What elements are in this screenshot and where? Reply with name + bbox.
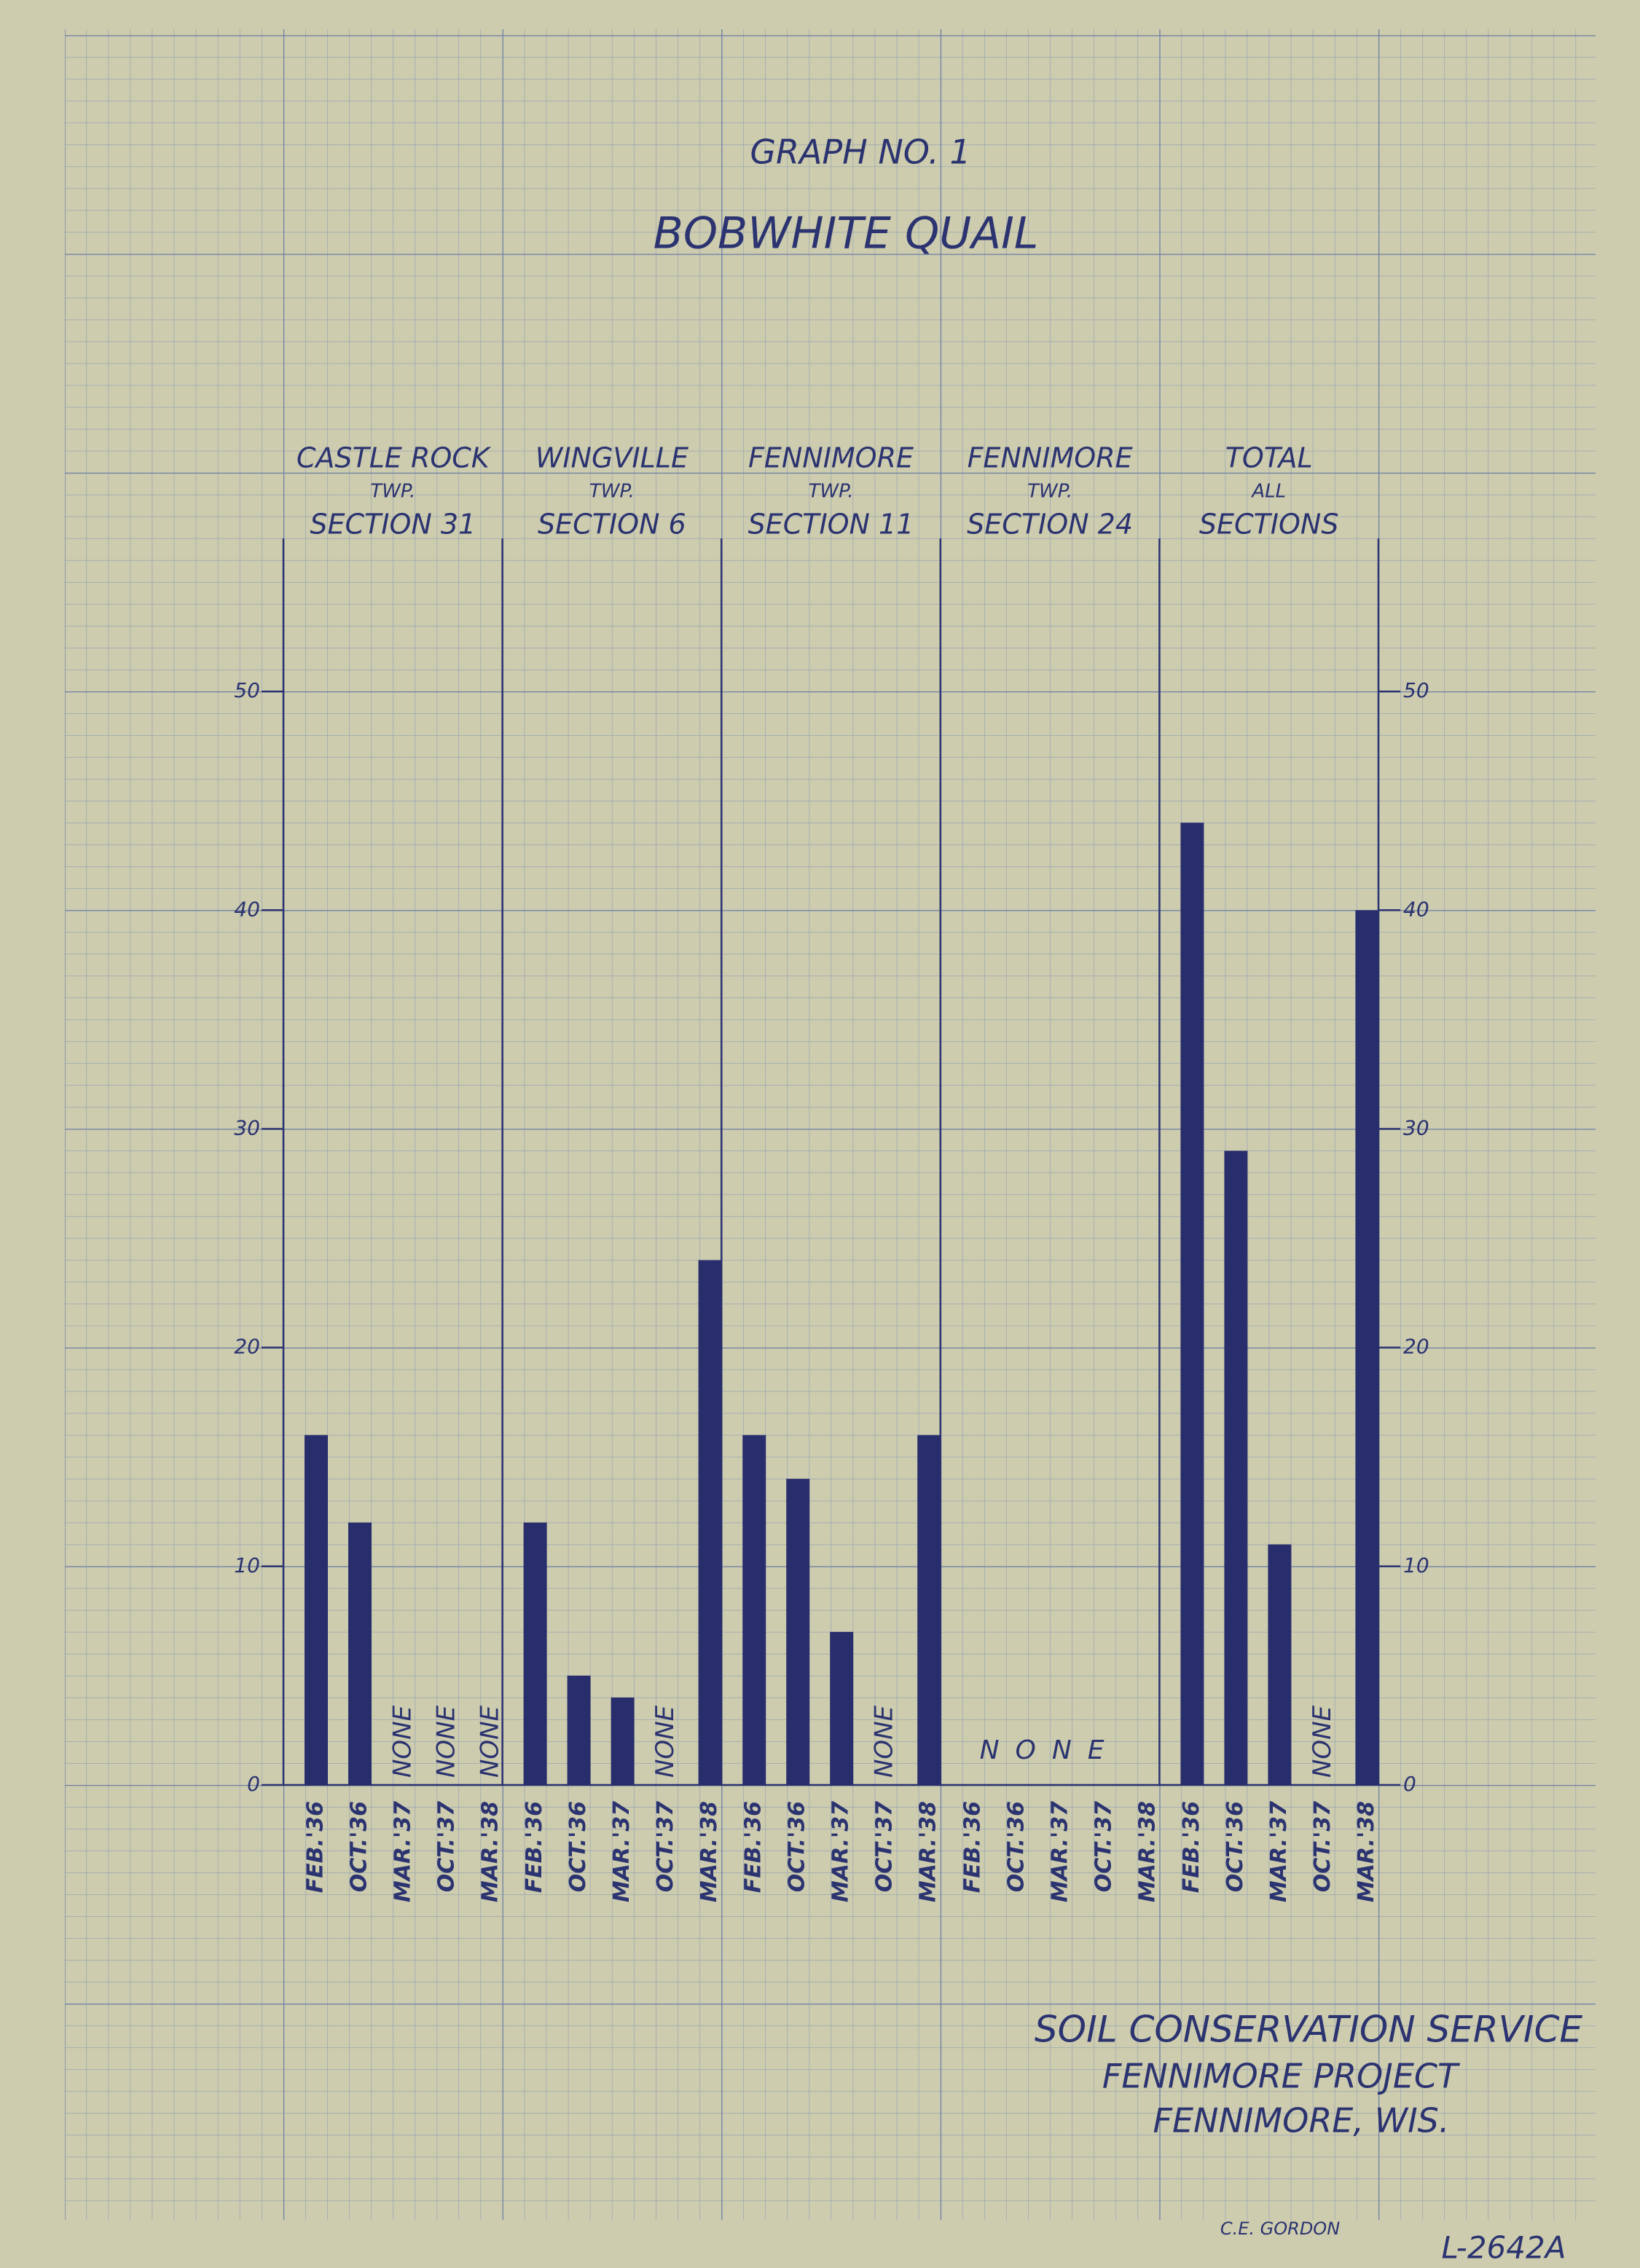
signature: C.E. GORDON xyxy=(1220,2218,1340,2239)
x-tick-label: MAR.'37 xyxy=(1047,1801,1072,1902)
x-tick-label: FEB.'36 xyxy=(522,1801,547,1893)
footer-line: FENNIMORE, WIS. xyxy=(1153,2101,1450,2141)
bar xyxy=(305,1435,328,1785)
graph-paper-major xyxy=(65,29,1596,2220)
footer-line: FENNIMORE PROJECT xyxy=(1102,2057,1461,2096)
group-label: TOTAL xyxy=(1225,442,1313,474)
y2-tick-label: 40 xyxy=(1403,897,1429,921)
x-tick-label: FEB.'36 xyxy=(303,1801,329,1893)
group-label: TWP. xyxy=(589,481,635,503)
x-tick-label: MAR.'38 xyxy=(1134,1801,1160,1902)
bar xyxy=(1180,823,1204,1785)
x-tick-label: MAR.'37 xyxy=(609,1801,635,1902)
x-tick-label: OCT.'36 xyxy=(785,1801,810,1892)
group-label: TWP. xyxy=(370,481,415,503)
y2-tick-label: 20 xyxy=(1403,1335,1429,1359)
group-label: CASTLE ROCK xyxy=(297,442,492,474)
x-tick-label: FEB.'36 xyxy=(960,1801,985,1893)
bar xyxy=(1224,1150,1248,1785)
x-tick-label: MAR.'38 xyxy=(697,1801,722,1902)
bar xyxy=(698,1260,722,1785)
bar xyxy=(830,1631,854,1785)
group-label: SECTION 24 xyxy=(967,509,1133,541)
y2-tick-label: 50 xyxy=(1403,678,1429,702)
x-tick-label: MAR.'38 xyxy=(478,1801,503,1902)
x-tick-label: OCT.'37 xyxy=(434,1801,460,1892)
y2-tick-label: 0 xyxy=(1403,1772,1416,1796)
chart-title: GRAPH NO. 1 xyxy=(750,133,970,172)
bar xyxy=(1355,910,1379,1785)
group-label: FENNIMORE xyxy=(968,442,1133,474)
y2-tick-label: 30 xyxy=(1403,1115,1429,1139)
value-label: NONE xyxy=(1308,1705,1337,1778)
y-tick-label: 0 xyxy=(247,1772,260,1796)
footer-line: SOIL CONSERVATION SERVICE xyxy=(1035,2009,1583,2051)
chart-subtitle: BOBWHITE QUAIL xyxy=(654,208,1039,259)
group-label: TWP. xyxy=(809,481,854,503)
group-label: WINGVILLE xyxy=(535,442,688,474)
group-label: ALL xyxy=(1250,481,1286,503)
y-tick-label: 20 xyxy=(234,1335,260,1359)
y-tick-label: 40 xyxy=(234,897,260,921)
group-label: FENNIMORE xyxy=(748,442,914,474)
group-label: SECTION 31 xyxy=(310,509,476,541)
bar xyxy=(567,1675,591,1785)
value-label: NONE xyxy=(870,1705,899,1778)
bar xyxy=(786,1478,810,1785)
x-tick-label: OCT.'36 xyxy=(1003,1801,1029,1892)
drawing-code: L-2642A xyxy=(1442,2230,1566,2266)
bar xyxy=(742,1435,766,1785)
group-label: SECTION 6 xyxy=(538,509,686,541)
value-label: NONE xyxy=(388,1705,417,1778)
bar xyxy=(348,1522,372,1785)
value-label: NONE xyxy=(651,1705,680,1778)
x-tick-label: OCT.'37 xyxy=(1310,1801,1335,1892)
group-label: TWP. xyxy=(1027,481,1072,503)
y2-tick-label: 10 xyxy=(1403,1553,1429,1577)
x-tick-label: OCT.'36 xyxy=(1223,1801,1248,1892)
x-tick-label: MAR.'38 xyxy=(916,1801,941,1902)
bar xyxy=(523,1522,547,1785)
group-label: SECTION 11 xyxy=(748,509,914,541)
y-tick-label: 10 xyxy=(234,1553,260,1577)
x-tick-label: OCT.'37 xyxy=(653,1801,678,1892)
x-tick-label: OCT.'37 xyxy=(872,1801,898,1892)
x-tick-label: OCT.'36 xyxy=(347,1801,372,1892)
bar xyxy=(611,1697,635,1785)
x-tick-label: FEB.'36 xyxy=(1179,1801,1204,1893)
x-tick-label: MAR.'38 xyxy=(1354,1801,1379,1902)
value-label: NONE xyxy=(432,1705,461,1778)
y-tick-label: 50 xyxy=(234,678,260,702)
x-tick-label: OCT.'36 xyxy=(565,1801,591,1892)
group-label: SECTIONS xyxy=(1199,509,1339,541)
bar xyxy=(1268,1544,1292,1785)
y-tick-label: 30 xyxy=(234,1115,260,1139)
value-label: NONE xyxy=(476,1705,505,1778)
x-tick-label: MAR.'37 xyxy=(828,1801,854,1902)
bar xyxy=(917,1435,941,1785)
group-note: NONE xyxy=(980,1735,1121,1765)
x-tick-label: MAR.'37 xyxy=(1266,1801,1292,1902)
x-tick-label: MAR.'37 xyxy=(391,1801,416,1902)
x-tick-label: OCT.'37 xyxy=(1091,1801,1116,1892)
x-tick-label: FEB.'36 xyxy=(741,1801,766,1893)
